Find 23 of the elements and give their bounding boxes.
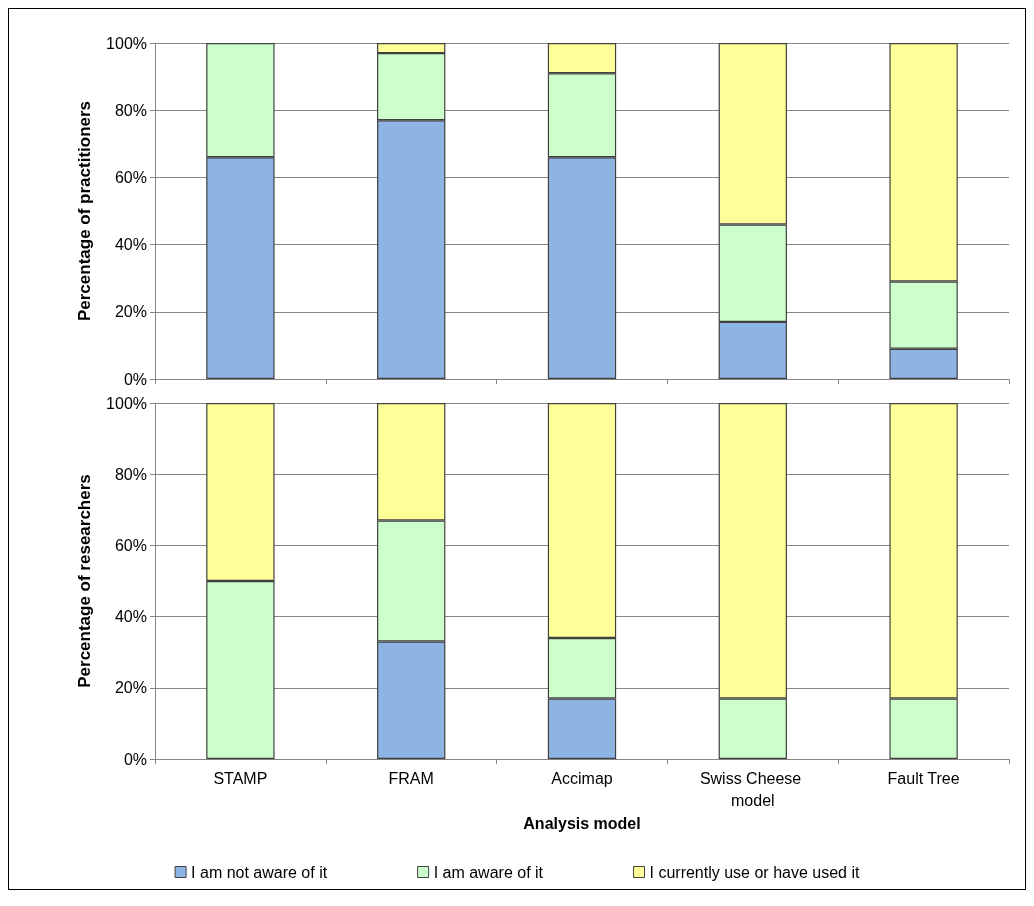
- y-tick-label: 80%: [114, 465, 147, 483]
- y-axis-title: Percentage of practitioners: [75, 100, 94, 322]
- x-axis-title: Analysis model: [523, 815, 641, 833]
- y-tick-label: 20%: [114, 303, 147, 321]
- y-tick-label: 100%: [106, 394, 147, 412]
- legend-label: I am aware of it: [433, 863, 544, 881]
- x-tick-label: FRAM: [388, 769, 434, 787]
- y-tick-label: 60%: [114, 536, 147, 554]
- y-tick-label: 20%: [114, 679, 147, 697]
- y-tick-label: 100%: [106, 34, 147, 52]
- y-tick-label: 0%: [123, 750, 147, 768]
- y-axis-title: Percentage of researchers: [75, 474, 94, 688]
- y-tick-label: 40%: [114, 236, 147, 254]
- y-tick-label: 40%: [114, 608, 147, 626]
- legend-label: I am not aware of it: [191, 863, 328, 881]
- x-tick-label: Swiss Cheese model: [699, 769, 806, 809]
- legend-label: I currently use or have used it: [649, 863, 860, 881]
- y-tick-label: 0%: [123, 370, 147, 388]
- x-tick-label: Accimap: [551, 769, 613, 787]
- y-tick-label: 60%: [114, 168, 147, 186]
- y-tick-label: 80%: [114, 101, 147, 119]
- x-tick-label: STAMP: [213, 769, 268, 787]
- x-tick-label: Fault Tree: [887, 769, 960, 787]
